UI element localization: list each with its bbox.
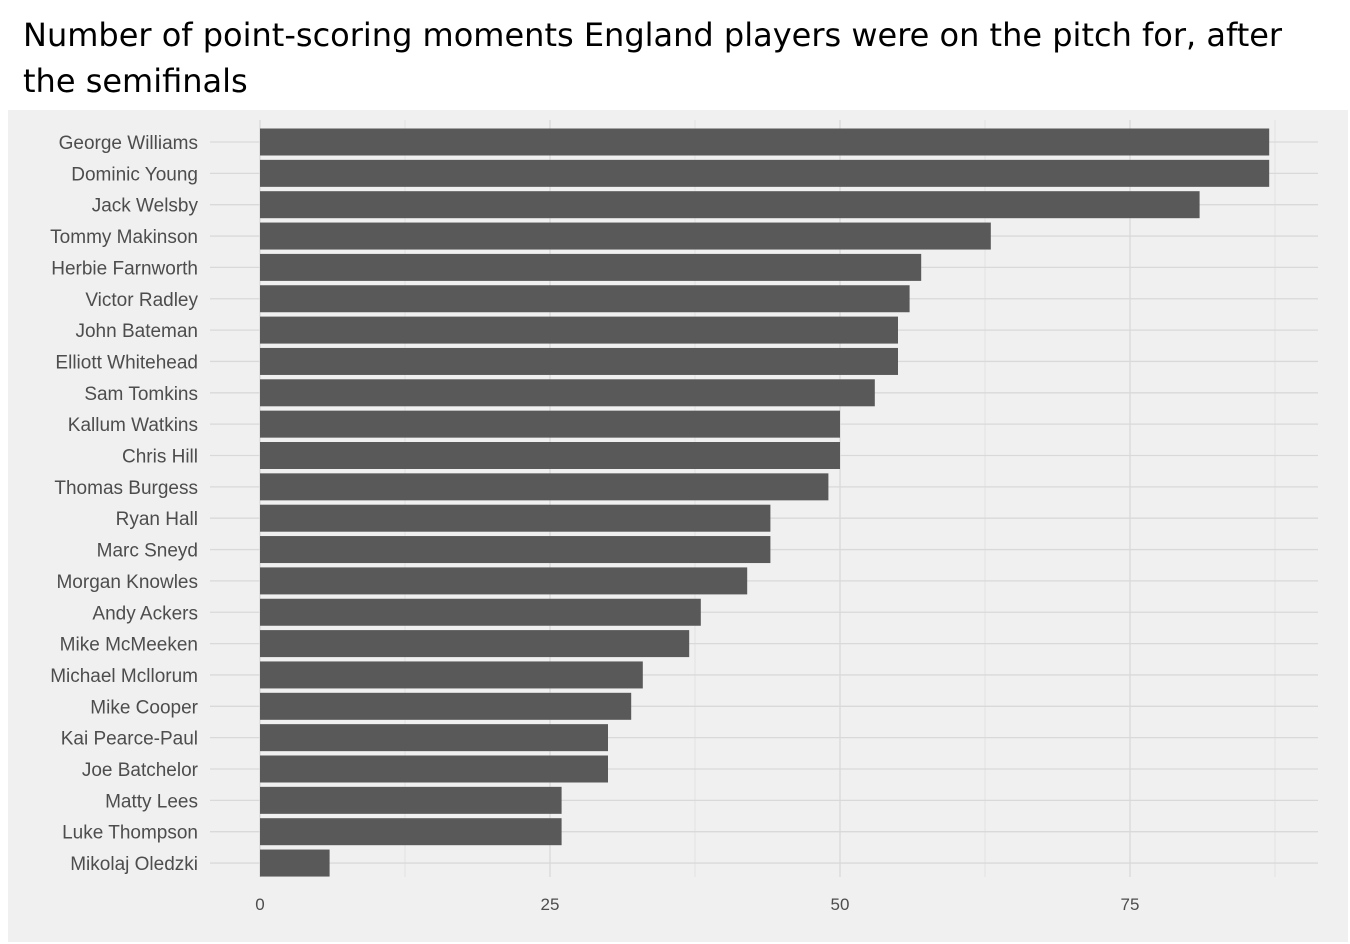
y-tick-label: Thomas Burgess (54, 478, 198, 499)
bar (260, 473, 829, 501)
y-tick-label: Tommy Makinson (50, 227, 198, 248)
bar (260, 379, 875, 407)
y-tick-label: Marc Sneyd (97, 541, 198, 562)
y-tick-label: Jack Welsby (92, 196, 199, 217)
bar (260, 159, 1270, 187)
x-tick-label: 0 (255, 895, 264, 914)
bar (260, 253, 922, 281)
bar (260, 410, 840, 438)
y-tick-label: Victor Radley (85, 290, 198, 311)
y-tick-label: Joe Batchelor (82, 760, 199, 781)
bar (260, 285, 910, 313)
y-tick-label: Luke Thompson (62, 823, 198, 844)
y-tick-label: Kallum Watkins (68, 415, 198, 436)
y-tick-label: John Bateman (75, 321, 198, 342)
bar (260, 786, 562, 814)
bar (260, 567, 748, 595)
y-tick-label: Matty Lees (105, 791, 198, 812)
bar (260, 536, 771, 564)
bar (260, 128, 1270, 156)
y-tick-label: Morgan Knowles (56, 572, 198, 593)
bar (260, 724, 608, 752)
bar (260, 661, 643, 689)
bar (260, 222, 991, 250)
y-tick-label: George Williams (59, 133, 198, 154)
x-tick-label: 25 (541, 895, 560, 914)
x-tick-label: 50 (831, 895, 850, 914)
bar (260, 598, 701, 626)
bar (260, 692, 632, 720)
y-tick-label: Andy Ackers (92, 603, 198, 624)
bar (260, 191, 1200, 219)
y-tick-label: Kai Pearce-Paul (61, 729, 198, 750)
x-tick-label: 75 (1121, 895, 1140, 914)
chart-title: Number of point-scoring moments England … (23, 16, 1283, 100)
y-tick-label: Dominic Young (71, 164, 198, 185)
bar (260, 818, 562, 846)
bar (260, 755, 608, 783)
y-tick-label: Elliott Whitehead (55, 352, 198, 373)
y-tick-label: Herbie Farnworth (51, 258, 198, 279)
bar (260, 630, 690, 658)
bar (260, 504, 771, 532)
y-tick-label: Mikolaj Oledzki (70, 854, 198, 875)
y-tick-label: Mike McMeeken (60, 635, 198, 656)
y-tick-label: Chris Hill (122, 447, 198, 468)
bar (260, 316, 898, 344)
y-tick-label: Mike Cooper (90, 697, 198, 718)
bar (260, 849, 330, 877)
bar (260, 347, 898, 375)
y-tick-label: Michael Mcllorum (50, 666, 198, 687)
y-tick-label: Sam Tomkins (84, 384, 198, 405)
y-tick-label: Ryan Hall (116, 509, 198, 530)
bar (260, 442, 840, 469)
